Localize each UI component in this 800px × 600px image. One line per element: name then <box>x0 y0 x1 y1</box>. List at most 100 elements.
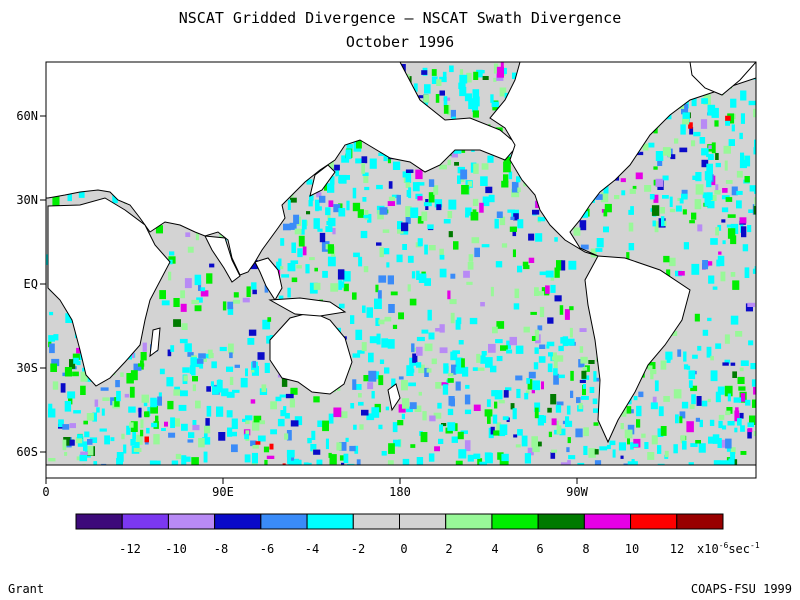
divergence-speckle <box>567 460 571 469</box>
divergence-speckle <box>159 368 165 375</box>
indochina-peninsula <box>254 257 283 301</box>
divergence-speckle <box>338 208 346 217</box>
divergence-speckle <box>434 199 443 208</box>
divergence-speckle <box>733 397 742 403</box>
divergence-speckle <box>454 423 458 432</box>
divergence-speckle <box>49 311 54 316</box>
divergence-speckle <box>681 401 689 409</box>
divergence-speckle <box>76 456 82 461</box>
divergence-speckle <box>196 358 204 364</box>
divergence-speckle <box>581 370 587 379</box>
divergence-speckle <box>187 246 194 253</box>
divergence-speckle <box>354 445 359 454</box>
divergence-speckle <box>702 192 711 199</box>
divergence-speckle <box>218 432 226 441</box>
divergence-speckle <box>422 411 427 421</box>
divergence-speckle <box>381 338 389 348</box>
divergence-speckle <box>593 408 600 413</box>
divergence-speckle <box>405 215 411 224</box>
divergence-speckle <box>363 214 371 219</box>
colorbar-swatch <box>167 513 216 530</box>
divergence-speckle <box>144 436 149 443</box>
divergence-speckle <box>415 169 423 180</box>
divergence-speckle <box>679 411 686 419</box>
divergence-speckle <box>366 413 375 421</box>
divergence-speckle <box>747 302 756 307</box>
divergence-speckle <box>754 197 756 206</box>
madagascar <box>149 327 161 358</box>
divergence-speckle <box>388 443 395 454</box>
divergence-speckle <box>128 406 136 413</box>
divergence-speckle <box>343 283 349 292</box>
divergence-speckle <box>701 148 709 156</box>
divergence-speckle <box>416 270 420 280</box>
colorbar-swatch <box>352 513 401 530</box>
divergence-speckle <box>533 362 539 370</box>
colorbar-label-4: 4 <box>491 542 498 556</box>
divergence-speckle <box>267 317 272 322</box>
divergence-speckle <box>466 281 473 285</box>
divergence-speckle <box>724 359 731 364</box>
divergence-speckle <box>655 178 664 187</box>
divergence-speckle <box>725 197 733 202</box>
divergence-speckle <box>490 365 497 373</box>
divergence-speckle <box>582 385 586 396</box>
divergence-speckle <box>711 142 716 154</box>
divergence-speckle <box>630 206 634 215</box>
divergence-speckle <box>255 441 261 445</box>
colorbar-label-12: 12 <box>670 542 684 556</box>
divergence-speckle <box>52 381 59 390</box>
divergence-speckle <box>675 414 679 424</box>
divergence-speckle <box>157 396 162 406</box>
divergence-speckle <box>636 151 644 156</box>
divergence-speckle <box>706 178 712 188</box>
divergence-speckle <box>410 207 419 218</box>
divergence-speckle <box>451 364 457 375</box>
divergence-speckle <box>86 413 94 421</box>
divergence-speckle <box>561 260 566 271</box>
divergence-speckle <box>51 358 60 367</box>
divergence-speckle <box>594 449 599 455</box>
divergence-speckle <box>171 460 179 465</box>
divergence-speckle <box>653 166 658 170</box>
divergence-speckle <box>350 403 355 409</box>
divergence-speckle <box>740 152 745 163</box>
divergence-speckle <box>657 445 662 454</box>
divergence-speckle <box>503 390 509 398</box>
divergence-speckle <box>60 383 66 393</box>
africa-landmass <box>47 197 171 387</box>
divergence-speckle <box>578 402 583 410</box>
divergence-speckle <box>129 422 134 428</box>
divergence-speckle <box>537 217 546 222</box>
divergence-speckle <box>375 317 380 326</box>
divergence-speckle <box>682 209 687 215</box>
divergence-speckle <box>387 275 394 285</box>
divergence-speckle <box>416 182 425 186</box>
divergence-speckle <box>149 460 157 469</box>
divergence-speckle <box>473 404 481 411</box>
divergence-speckle <box>362 172 369 176</box>
divergence-speckle <box>538 356 546 363</box>
divergence-speckle <box>308 200 313 207</box>
divergence-speckle <box>702 260 708 270</box>
divergence-speckle <box>328 413 334 424</box>
divergence-speckle <box>653 127 658 134</box>
divergence-speckle <box>227 427 233 437</box>
divergence-speckle <box>749 185 756 192</box>
divergence-speckle <box>731 124 735 132</box>
divergence-speckle <box>396 254 403 263</box>
divergence-speckle <box>232 299 240 304</box>
divergence-speckle <box>620 423 624 430</box>
divergence-speckle <box>85 377 93 382</box>
divergence-speckle <box>629 188 636 194</box>
divergence-speckle <box>583 427 589 437</box>
divergence-speckle <box>459 69 464 75</box>
divergence-speckle <box>80 451 88 455</box>
divergence-speckle <box>568 260 577 270</box>
divergence-speckle <box>191 299 199 304</box>
divergence-speckle <box>180 303 187 312</box>
divergence-speckle <box>410 444 416 448</box>
divergence-speckle <box>434 446 440 452</box>
divergence-speckle <box>720 271 726 282</box>
divergence-speckle <box>734 427 738 433</box>
